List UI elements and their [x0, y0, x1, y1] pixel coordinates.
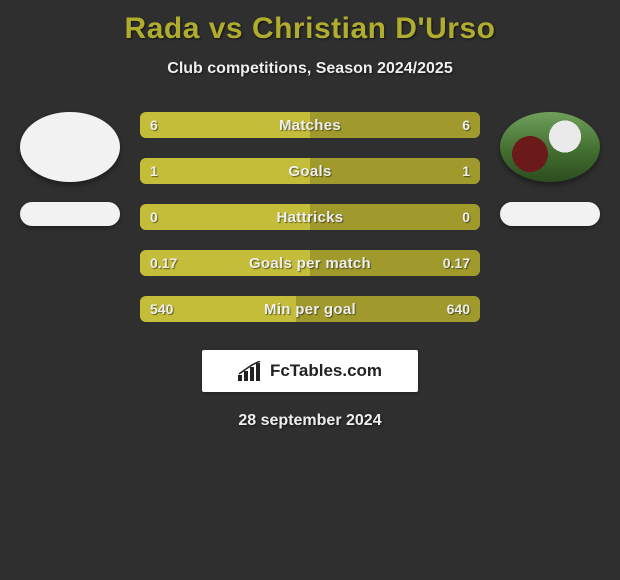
stat-right-value: 0 — [462, 204, 470, 230]
main-row: 6 Matches 6 1 Goals 1 0 Hattricks 0 — [0, 112, 620, 322]
right-player-col — [490, 112, 610, 226]
stat-label: Hattricks — [140, 204, 480, 230]
right-player-avatar — [500, 112, 600, 182]
stat-right-value: 1 — [462, 158, 470, 184]
stat-label: Goals — [140, 158, 480, 184]
right-player-name-pill — [500, 202, 600, 226]
stat-row-hattricks: 0 Hattricks 0 — [140, 204, 480, 230]
stat-row-matches: 6 Matches 6 — [140, 112, 480, 138]
brand-box[interactable]: FcTables.com — [202, 350, 418, 392]
stat-right-value: 6 — [462, 112, 470, 138]
page-title: Rada vs Christian D'Urso — [0, 0, 620, 46]
stat-label: Min per goal — [140, 296, 480, 322]
stat-row-goals: 1 Goals 1 — [140, 158, 480, 184]
stat-row-goals-per-match: 0.17 Goals per match 0.17 — [140, 250, 480, 276]
stat-right-value: 640 — [447, 296, 470, 322]
fctables-icon — [238, 361, 264, 381]
subtitle: Club competitions, Season 2024/2025 — [0, 60, 620, 78]
stat-label: Goals per match — [140, 250, 480, 276]
left-player-name-pill — [20, 202, 120, 226]
left-player-avatar — [20, 112, 120, 182]
brand-text: FcTables.com — [270, 361, 382, 381]
comparison-card: Rada vs Christian D'Urso Club competitio… — [0, 0, 620, 580]
stat-label: Matches — [140, 112, 480, 138]
date-line: 28 september 2024 — [0, 412, 620, 430]
left-player-col — [10, 112, 130, 226]
stat-right-value: 0.17 — [443, 250, 470, 276]
stat-row-min-per-goal: 540 Min per goal 640 — [140, 296, 480, 322]
stats-bars: 6 Matches 6 1 Goals 1 0 Hattricks 0 — [140, 112, 480, 322]
